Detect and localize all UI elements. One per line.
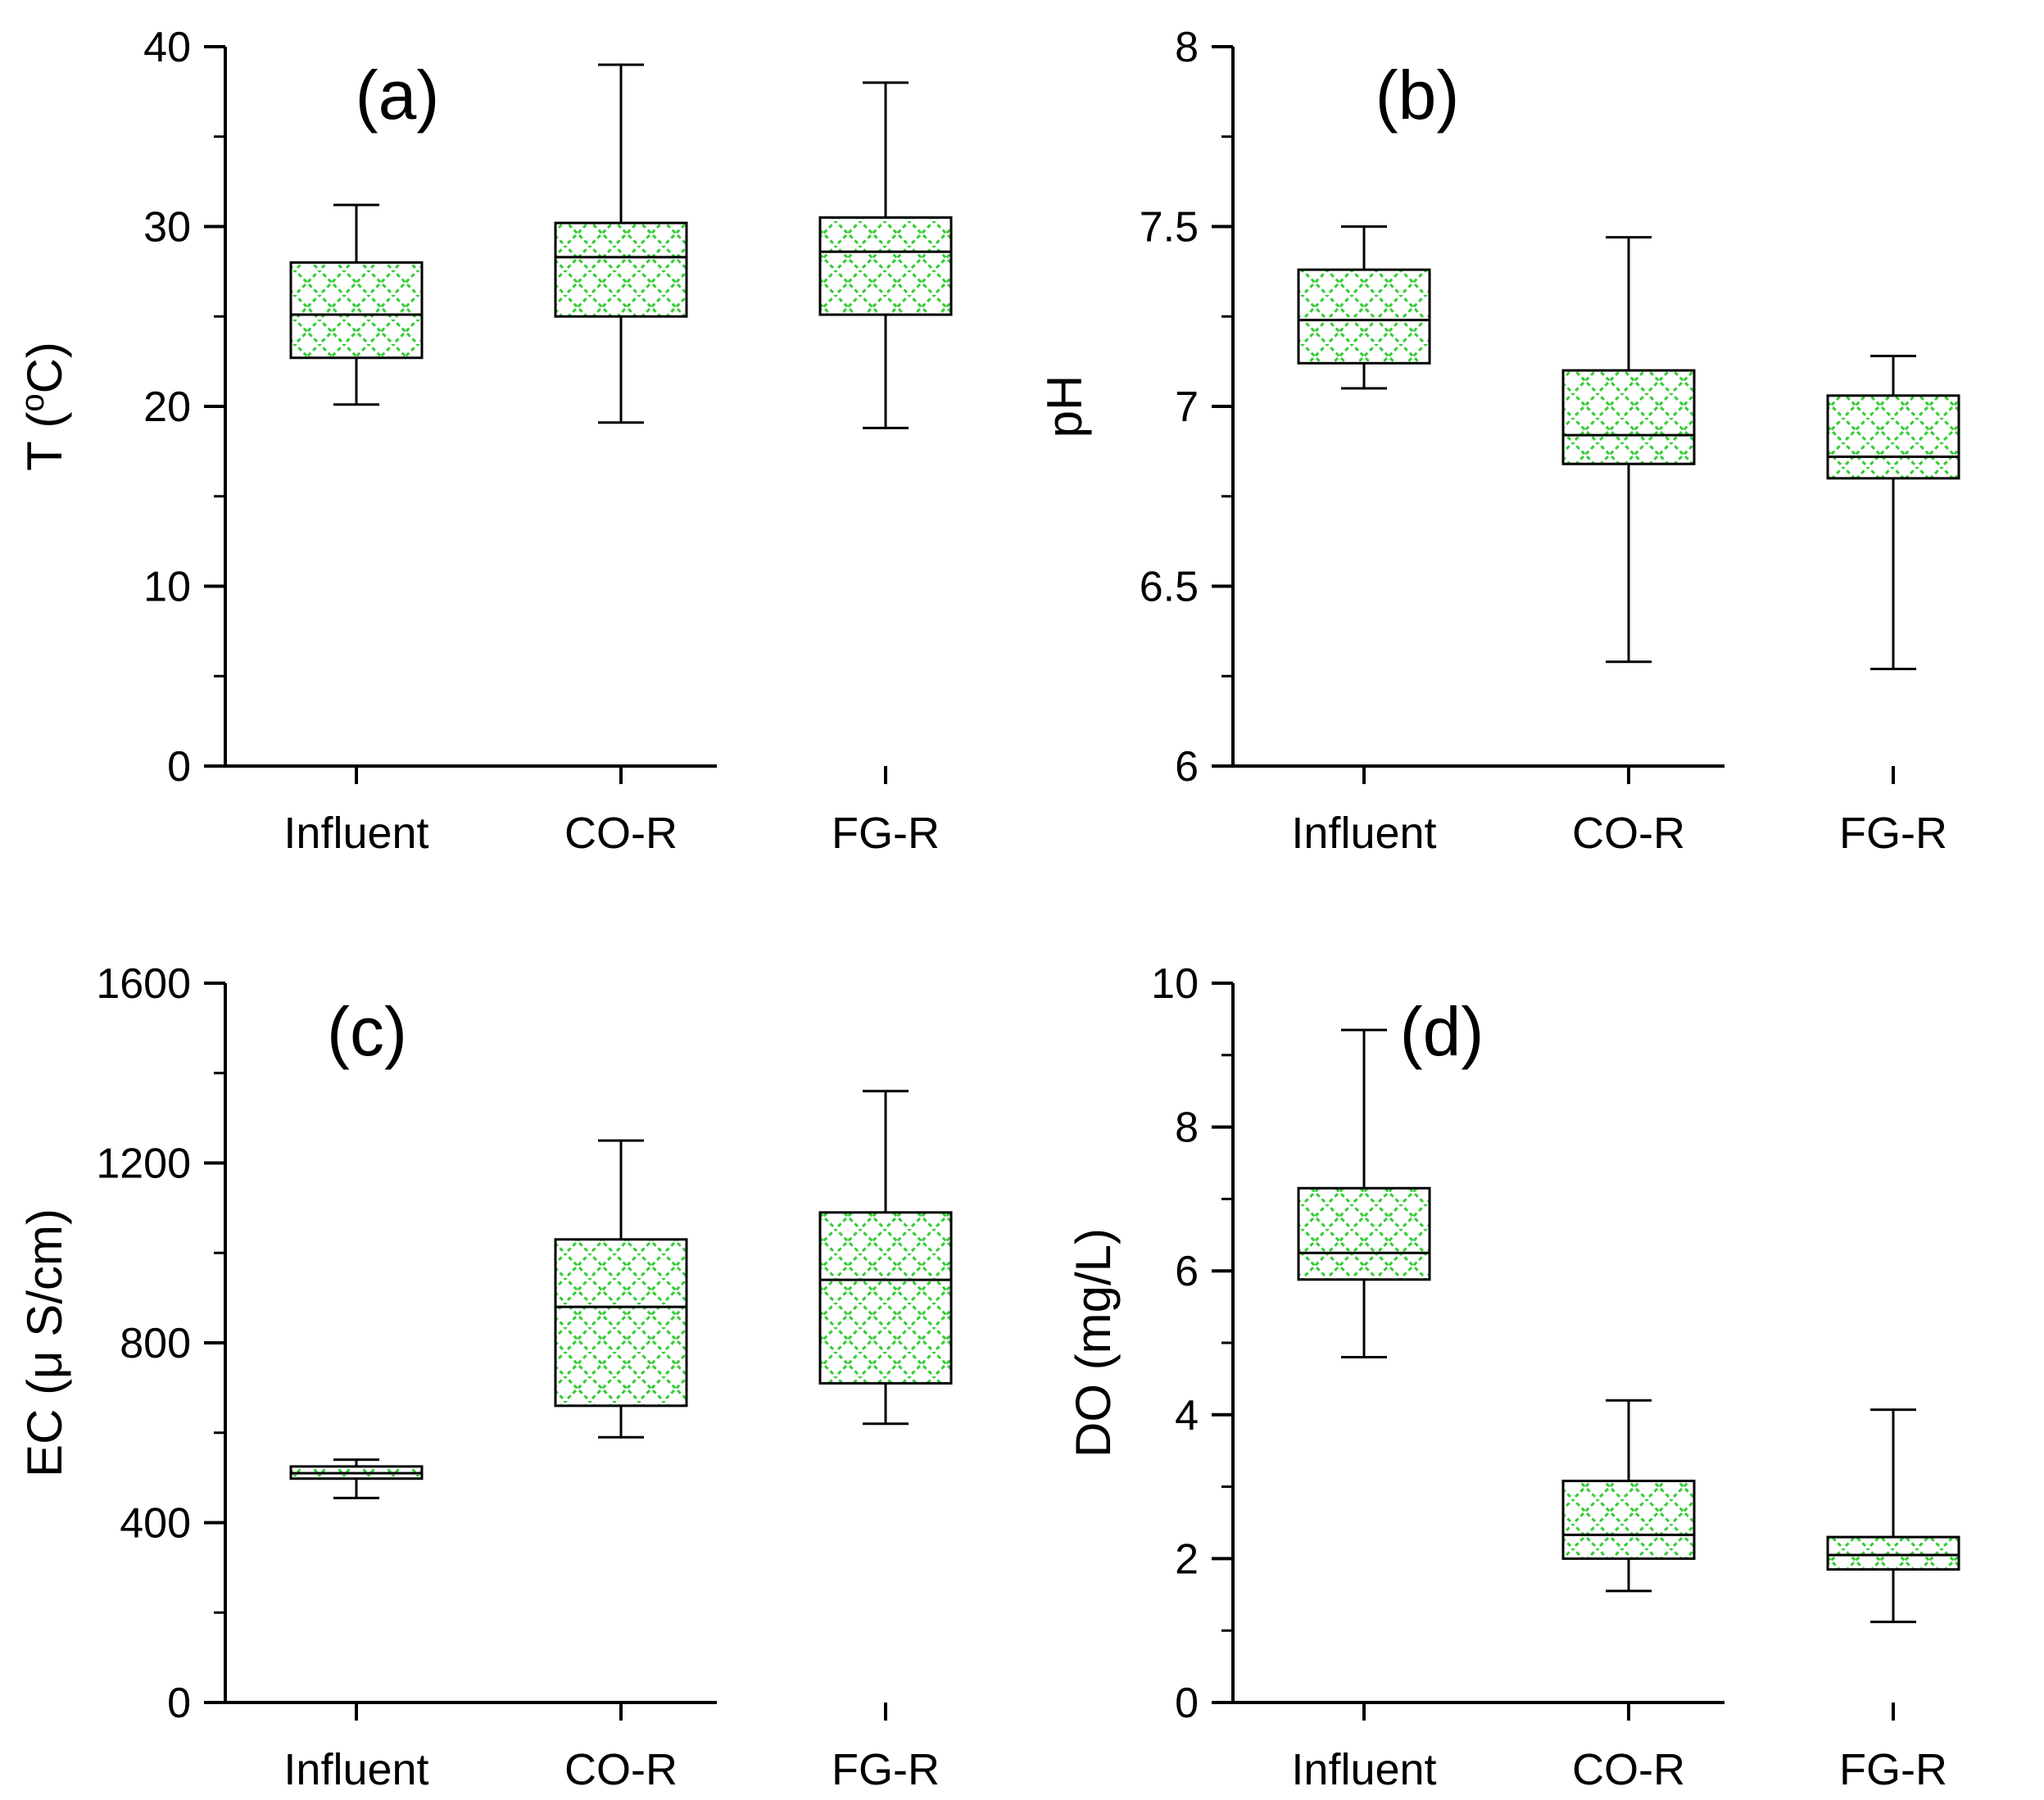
panel-label: (c) (327, 993, 407, 1070)
iqr-box (1826, 394, 1960, 480)
y-tick-label: 6.5 (1140, 564, 1199, 611)
iqr-box (818, 216, 953, 316)
y-axis-title: DO (mg/L) (1066, 1228, 1121, 1458)
iqr-box (554, 221, 688, 318)
x-tick-label: FG-R (1839, 1745, 1947, 1794)
box-co-r (554, 63, 688, 424)
y-tick-label: 7 (1175, 383, 1199, 431)
panel-a: 0 10 20 30 40 Influent CO-R FG-R (a) T (oC) (15, 24, 953, 858)
panel-d: 0 2 4 6 8 10 Influent CO-R FG-R (d) DO (mg/L) (1066, 960, 1960, 1794)
y-tick-label: 10 (143, 564, 191, 611)
iqr-box (1561, 1480, 1696, 1560)
y-axis-title-main: EC (μ S/cm) (17, 1208, 72, 1477)
y-tick-label: 1600 (96, 960, 191, 1008)
box-influent (1297, 225, 1431, 390)
y-axis-title-superscript: o (15, 393, 51, 411)
iqr-box (1297, 1186, 1431, 1281)
x-tick-label: FG-R (832, 809, 940, 858)
y-tick-label: 8 (1175, 1104, 1199, 1152)
box-co-r (554, 1139, 688, 1439)
panel-label: (a) (356, 57, 440, 134)
y-tick-label: 8 (1175, 24, 1199, 71)
x-tick-label: CO-R (564, 1745, 678, 1794)
iqr-box (818, 1211, 953, 1385)
y-axis-title-unit: C) (17, 342, 72, 393)
y-tick-label: 4 (1175, 1392, 1199, 1440)
y-axis-title: T (oC) (15, 342, 72, 471)
x-tick-label: CO-R (564, 809, 678, 858)
panel-label: (d) (1400, 993, 1484, 1070)
box-fg-r (818, 81, 953, 429)
x-tick-label: Influent (1291, 809, 1436, 858)
box-influent (289, 203, 424, 406)
y-axis-title: pH (1037, 375, 1092, 438)
box-co-r (1561, 236, 1696, 664)
x-tick-label: Influent (1291, 1745, 1436, 1794)
iqr-box (1297, 268, 1431, 365)
y-axis-title-main: T ( (17, 412, 72, 471)
y-tick-label: 6 (1175, 743, 1199, 791)
y-tick-label: 6 (1175, 1248, 1199, 1295)
panel-b: 6 6.5 7 7.5 8 Influent CO-R FG-R (b) pH (1037, 24, 1960, 858)
x-tick-label: CO-R (1572, 1745, 1685, 1794)
box-influent (289, 1458, 424, 1499)
box-fg-r (1826, 355, 1960, 670)
y-tick-label: 30 (143, 204, 191, 252)
y-tick-label: 0 (1175, 1680, 1199, 1727)
box-co-r (1561, 1399, 1696, 1593)
x-tick-label: CO-R (1572, 809, 1685, 858)
iqr-box (1826, 1535, 1960, 1571)
y-tick-label: 800 (120, 1320, 191, 1367)
box-influent (1297, 1028, 1431, 1359)
y-tick-label: 1200 (96, 1140, 191, 1188)
y-tick-label: 400 (120, 1500, 191, 1548)
iqr-box (554, 1238, 688, 1408)
y-axis-title-main: DO (mg/L) (1066, 1228, 1121, 1458)
y-tick-label: 0 (167, 743, 191, 791)
y-tick-label: 0 (167, 1680, 191, 1727)
panel-c: 0 400 800 1200 1600 Influent CO-R FG-R (c) EC (μ … (17, 960, 953, 1794)
y-tick-label: 40 (143, 24, 191, 71)
y-tick-label: 10 (1151, 960, 1199, 1008)
box-fg-r (1826, 1408, 1960, 1624)
y-axis-title: EC (μ S/cm) (17, 1208, 72, 1477)
iqr-box (289, 261, 424, 360)
iqr-box (1561, 369, 1696, 465)
y-tick-label: 7.5 (1140, 204, 1199, 252)
x-tick-label: Influent (283, 1745, 428, 1794)
panel-label: (b) (1376, 57, 1460, 134)
x-tick-label: FG-R (1839, 809, 1947, 858)
x-tick-label: FG-R (832, 1745, 940, 1794)
y-tick-label: 2 (1175, 1535, 1199, 1583)
box-fg-r (818, 1090, 953, 1426)
x-tick-label: Influent (283, 809, 428, 858)
y-tick-label: 20 (143, 383, 191, 431)
y-axis-title-main: pH (1037, 375, 1092, 438)
